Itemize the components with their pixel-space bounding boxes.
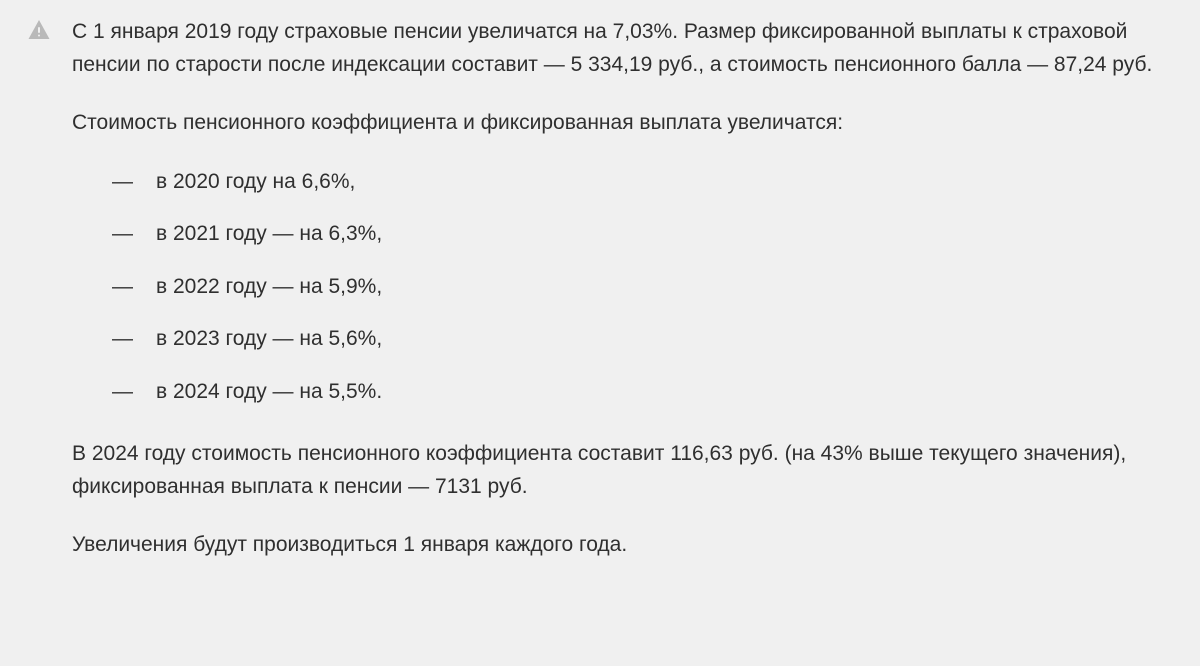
- document-container: С 1 января 2019 году страховые пенсии ув…: [0, 0, 1200, 582]
- list-item: в 2023 году — на 5,6%,: [112, 323, 1170, 356]
- paragraph-3: В 2024 году стоимость пенсионного коэффи…: [72, 438, 1170, 503]
- text-column: С 1 января 2019 году страховые пенсии ув…: [72, 16, 1170, 562]
- indexation-list: в 2020 году на 6,6%, в 2021 году — на 6,…: [72, 166, 1170, 409]
- warning-triangle-icon: [26, 18, 52, 42]
- list-item: в 2022 году — на 5,9%,: [112, 271, 1170, 304]
- paragraph-4: Увеличения будут производиться 1 января …: [72, 529, 1170, 562]
- intro-paragraph: С 1 января 2019 году страховые пенсии ув…: [72, 16, 1170, 81]
- list-item: в 2020 году на 6,6%,: [112, 166, 1170, 199]
- list-intro-paragraph: Стоимость пенсионного коэффициента и фик…: [72, 107, 1170, 140]
- list-item: в 2024 году — на 5,5%.: [112, 376, 1170, 409]
- content-row: С 1 января 2019 году страховые пенсии ув…: [16, 16, 1170, 562]
- icon-column: [16, 16, 72, 42]
- list-item: в 2021 году — на 6,3%,: [112, 218, 1170, 251]
